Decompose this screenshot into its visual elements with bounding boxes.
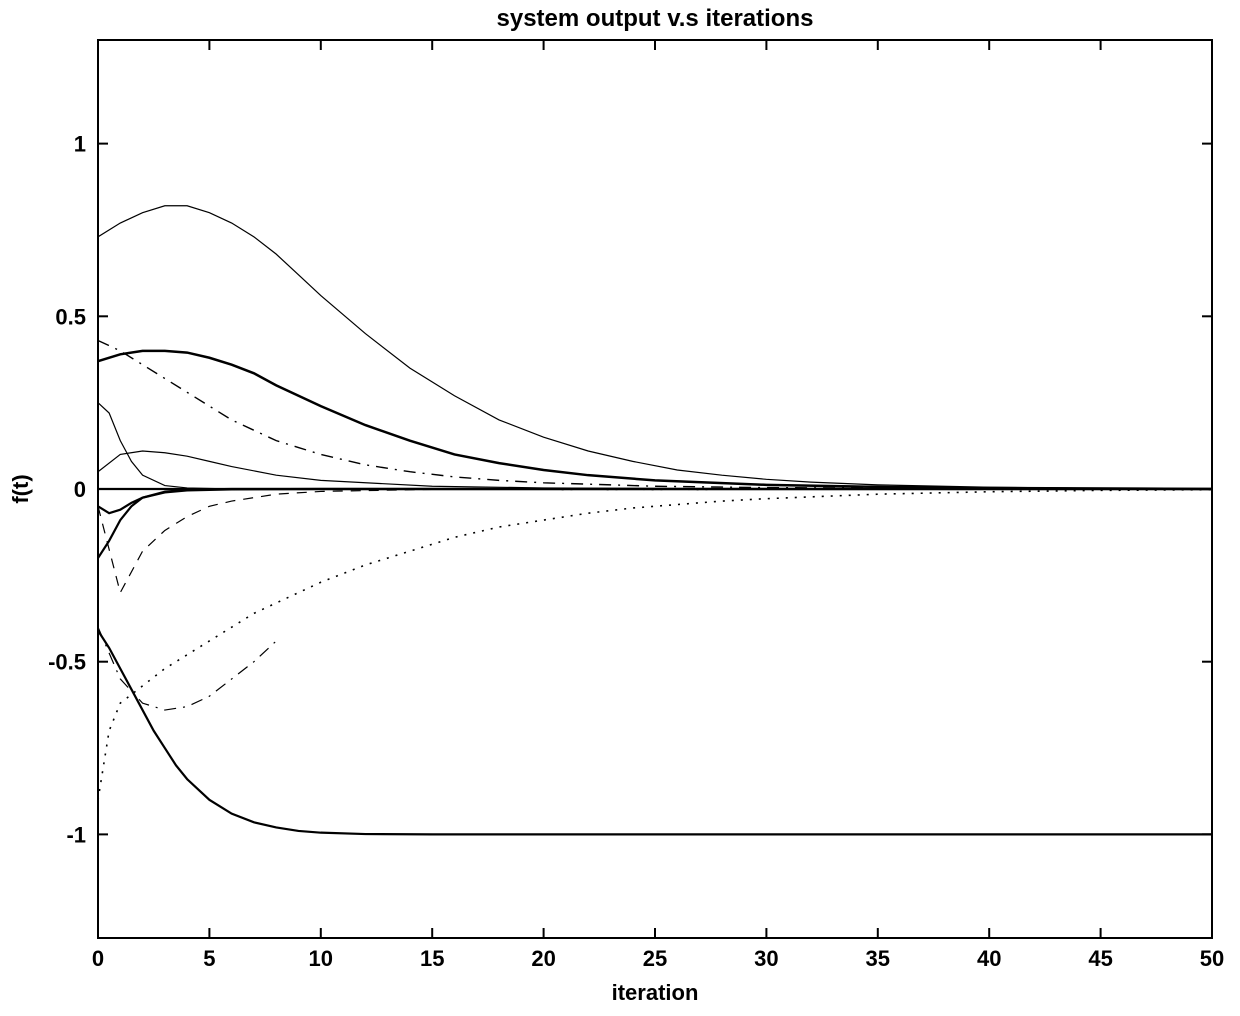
y-tick-label: -1 xyxy=(66,822,86,847)
curve-top-large xyxy=(98,206,1212,489)
curve-dashdot-low xyxy=(98,627,276,710)
y-tick-label: 0 xyxy=(74,477,86,502)
curve-small-neg-2 xyxy=(98,489,1212,558)
x-tick-label: 20 xyxy=(531,946,555,971)
x-tick-label: 45 xyxy=(1088,946,1112,971)
chart-svg: 0 5 10 15 20 25 30 35 40 45 50 -1 -0.5 0 0.5 1 system ou… xyxy=(0,0,1240,1016)
curve-neg-dash xyxy=(98,489,1212,593)
curve-neg-one xyxy=(98,631,1212,835)
x-tick-label: 10 xyxy=(309,946,333,971)
x-tick-label: 5 xyxy=(203,946,215,971)
curve-tiny-pos xyxy=(98,451,1212,489)
curve-small-neg-1 xyxy=(98,489,1212,513)
x-tick-label: 0 xyxy=(92,946,104,971)
y-tick-label: 0.5 xyxy=(55,304,86,329)
x-tick-label: 25 xyxy=(643,946,667,971)
x-axis-label: iteration xyxy=(612,980,699,1005)
curve-dashdot-pos xyxy=(98,340,1212,489)
chart-title: system output v.s iterations xyxy=(497,5,814,32)
x-tick-label: 50 xyxy=(1200,946,1224,971)
chart-container: 0 5 10 15 20 25 30 35 40 45 50 -1 -0.5 0 0.5 1 system ou… xyxy=(0,0,1240,1016)
x-tick-label: 40 xyxy=(977,946,1001,971)
y-axis-label: f(t) xyxy=(8,474,33,503)
x-tick-label: 35 xyxy=(866,946,890,971)
y-tick-label: 1 xyxy=(74,132,86,157)
curve-mid-pos-bold xyxy=(98,351,1212,489)
x-tick-label: 15 xyxy=(420,946,444,971)
x-tick-label: 30 xyxy=(754,946,778,971)
y-tick-label: -0.5 xyxy=(48,650,86,675)
curve-dotted-neg xyxy=(98,490,1212,800)
curve-small-pos-1 xyxy=(98,403,1212,489)
